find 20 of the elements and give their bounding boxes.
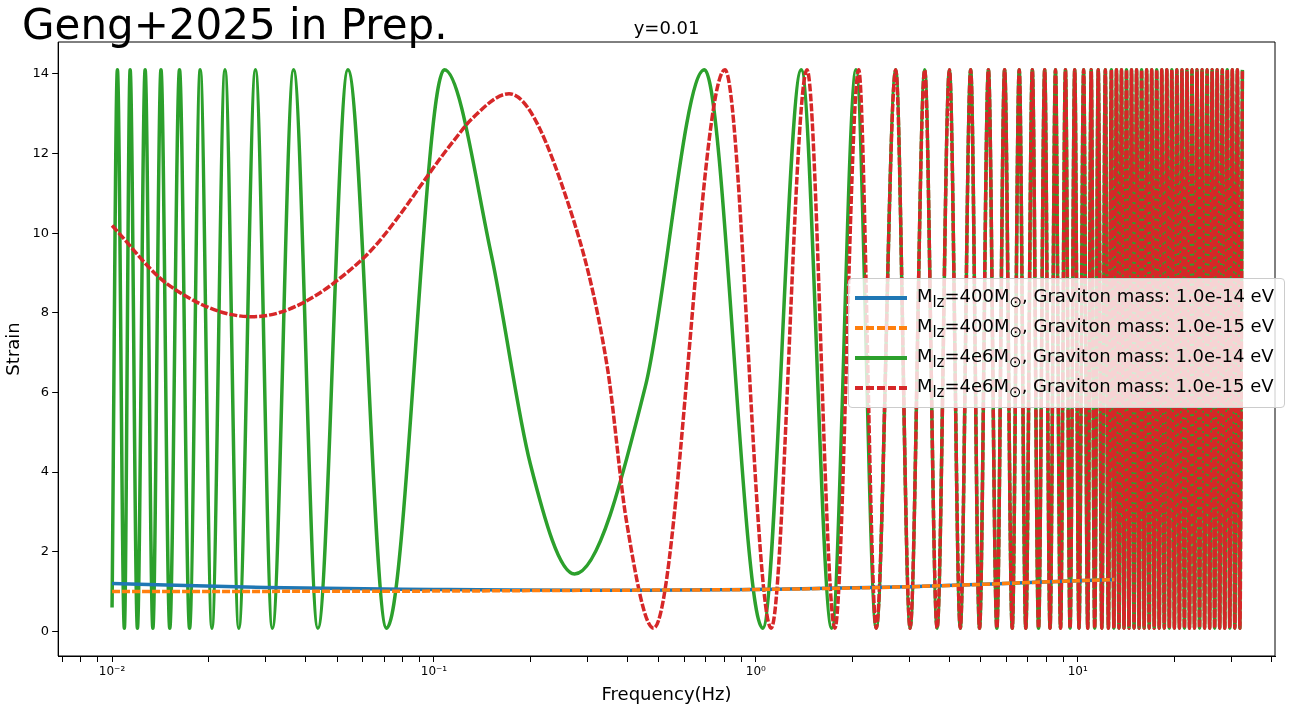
chart-title: y=0.01 [633,16,700,38]
x-tick-label: 10⁻² [98,664,126,679]
y-tick-label: 4 [40,463,50,479]
y-tick-label: 12 [32,144,50,160]
y-tick-label: 14 [32,65,50,81]
y-tick-label: 0 [40,622,50,638]
x-tick-label: 10¹ [1067,664,1088,679]
y-tick-label: 2 [40,543,50,559]
x-axis-title: Frequency(Hz) [601,682,732,704]
y-axis-title: Strain [2,322,24,376]
x-tick-label: 10⁻¹ [420,664,448,679]
annotation: Geng+2025 in Prep. [22,0,448,49]
y-tick-label: 10 [32,224,50,240]
y-tick-label: 8 [40,304,50,320]
legend-label: M$_{lz}$=4e6M$_{⊙}$, Graviton mass: 1.0e-14 eV [916,345,1274,371]
x-tick-label: 10⁰ [745,664,767,679]
legend-label: M$_{lz}$=400M$_{⊙}$, Graviton mass: 1.0e-15 eV [916,315,1274,341]
legend-label: M$_{lz}$=400M$_{⊙}$, Graviton mass: 1.0e-14 eV [916,285,1274,311]
legend-label: M$_{lz}$=4e6M$_{⊙}$, Graviton mass: 1.0e-15 eV [916,375,1274,401]
y-tick-label: 6 [40,383,50,399]
